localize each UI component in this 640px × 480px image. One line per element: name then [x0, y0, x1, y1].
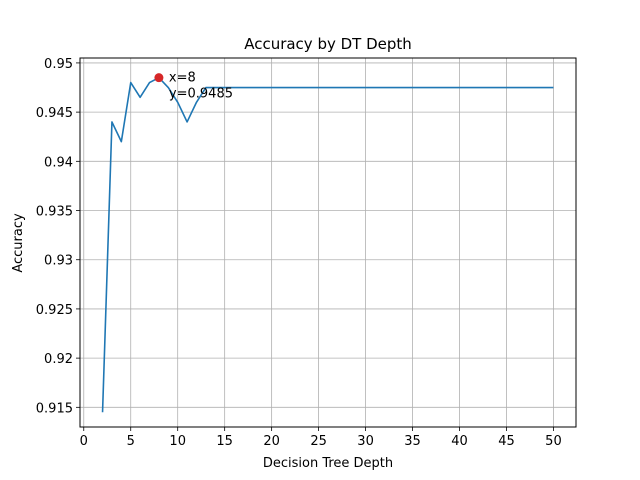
x-tick-label: 10: [169, 434, 186, 449]
x-tick-label: 45: [498, 434, 515, 449]
y-axis-ticks: 0.915 0.92 0.925 0.93 0.935 0.94 0.945 0.95: [36, 57, 80, 416]
accuracy-series-line: [101, 76, 554, 413]
x-tick-label: 25: [310, 434, 327, 449]
y-tick-label: 0.92: [44, 352, 73, 367]
y-tick-label: 0.915: [36, 401, 73, 416]
highlight-x-label: x=8: [169, 71, 196, 86]
y-tick-label: 0.945: [36, 106, 73, 121]
x-tick-label: 5: [127, 434, 135, 449]
x-tick-label: 50: [545, 434, 562, 449]
series-layer: [101, 76, 554, 413]
x-tick-label: 0: [80, 434, 88, 449]
chart-title: Accuracy by DT Depth: [244, 35, 412, 53]
y-tick-label: 0.935: [36, 205, 73, 220]
grid: [80, 58, 576, 427]
x-tick-label: 20: [263, 434, 280, 449]
y-axis-label: Accuracy: [11, 213, 26, 273]
highlight-y-label: y=0.9485: [169, 87, 233, 102]
x-axis-ticks: 0 5 10 15 20 25 30 35 40 45 50: [80, 427, 562, 449]
y-tick-label: 0.925: [36, 303, 73, 318]
y-tick-label: 0.94: [44, 155, 73, 170]
x-tick-label: 40: [451, 434, 468, 449]
highlight-layer: x=8y=0.9485: [154, 71, 233, 102]
x-tick-label: 15: [216, 434, 233, 449]
max-accuracy-point: [154, 73, 164, 83]
x-tick-label: 30: [357, 434, 374, 449]
plot-frame: [79, 57, 577, 428]
y-tick-label: 0.93: [44, 254, 73, 269]
y-tick-label: 0.95: [44, 57, 73, 72]
x-axis-label: Decision Tree Depth: [263, 456, 393, 471]
x-tick-label: 35: [404, 434, 421, 449]
